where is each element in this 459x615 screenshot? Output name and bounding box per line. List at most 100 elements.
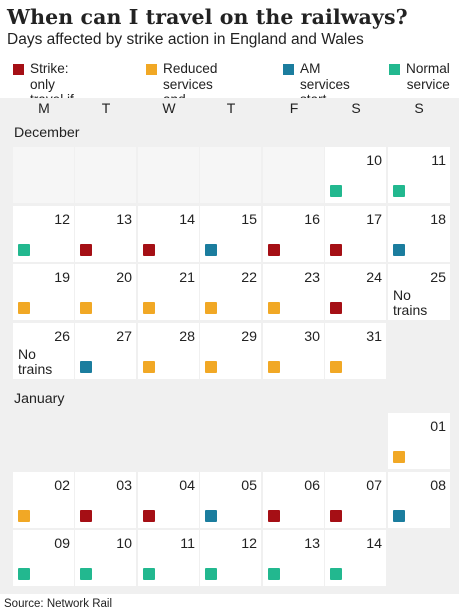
day-number: 30 — [304, 329, 320, 345]
day-number: 12 — [54, 212, 70, 228]
status-marker-normal — [330, 185, 342, 197]
status-marker-normal — [205, 568, 217, 580]
day-number: 01 — [430, 419, 446, 435]
status-marker-reduced — [18, 302, 30, 314]
day-number: 28 — [179, 329, 195, 345]
day-cell: 12 — [13, 206, 74, 262]
day-cell: 11 — [388, 147, 450, 203]
weekday-label: T — [226, 100, 236, 116]
legend-swatch-normal — [389, 64, 400, 75]
status-marker-normal — [143, 568, 155, 580]
day-cell: 14 — [138, 206, 199, 262]
status-marker-strike — [330, 244, 342, 256]
day-number: 31 — [366, 329, 382, 345]
chart-title: When can I travel on the railways? — [7, 5, 408, 29]
month-label-january: January — [14, 391, 65, 407]
empty-day-cell — [75, 147, 136, 203]
status-marker-strike — [143, 244, 155, 256]
weekday-label: S — [351, 100, 361, 116]
day-number: 20 — [116, 270, 132, 286]
day-cell: 01 — [388, 413, 450, 469]
day-number: 27 — [116, 329, 132, 345]
day-number: 14 — [179, 212, 195, 228]
status-marker-strike — [330, 302, 342, 314]
day-cell: 09 — [13, 530, 74, 586]
day-cell: 12 — [200, 530, 261, 586]
day-number: 17 — [366, 212, 382, 228]
status-marker-normal — [80, 568, 92, 580]
status-marker-reduced — [205, 361, 217, 373]
day-cell: 16 — [263, 206, 324, 262]
legend-label-normal: Normal service — [406, 61, 450, 92]
day-cell: 06 — [263, 472, 324, 528]
source-note: Source: Network Rail — [4, 598, 113, 610]
day-cell: 13 — [75, 206, 136, 262]
day-cell: 02 — [13, 472, 74, 528]
day-number: 24 — [366, 270, 382, 286]
day-number: 06 — [304, 478, 320, 494]
weekday-label: M — [38, 100, 50, 116]
empty-day-cell — [13, 147, 74, 203]
status-marker-normal — [18, 244, 30, 256]
weekday-label: F — [289, 100, 299, 116]
day-number: 26 — [54, 329, 70, 345]
status-marker-reduced — [143, 302, 155, 314]
day-number: 25 — [430, 270, 446, 286]
status-marker-reduced — [393, 451, 405, 463]
status-marker-am-later — [80, 361, 92, 373]
day-note: No trains — [18, 346, 53, 377]
day-number: 29 — [241, 329, 257, 345]
day-cell: 03 — [75, 472, 136, 528]
weekday-label: W — [162, 100, 176, 116]
status-marker-reduced — [143, 361, 155, 373]
day-cell: 11 — [138, 530, 199, 586]
day-cell: 28 — [138, 323, 199, 379]
day-cell: 17 — [325, 206, 386, 262]
day-number: 16 — [304, 212, 320, 228]
calendar-grid: December 10 11 12 13 14 15 16 17 18 19 20 21 22 23 24 25… — [0, 119, 459, 593]
day-number: 02 — [54, 478, 70, 494]
day-number: 13 — [116, 212, 132, 228]
day-cell: 13 — [263, 530, 324, 586]
empty-day-cell — [138, 147, 199, 203]
status-marker-normal — [18, 568, 30, 580]
status-marker-reduced — [80, 302, 92, 314]
day-cell: 15 — [200, 206, 261, 262]
day-number: 10 — [116, 536, 132, 552]
day-cell: 29 — [200, 323, 261, 379]
day-cell: 23 — [263, 264, 324, 320]
day-number: 10 — [366, 153, 382, 169]
day-cell: 20 — [75, 264, 136, 320]
day-cell: 26 No trains — [13, 323, 74, 379]
status-marker-strike — [268, 244, 280, 256]
day-cell: 04 — [138, 472, 199, 528]
status-marker-reduced — [268, 302, 280, 314]
status-marker-strike — [330, 510, 342, 522]
day-cell: 31 — [325, 323, 386, 379]
day-number: 03 — [116, 478, 132, 494]
empty-day-cell — [200, 147, 261, 203]
day-cell: 30 — [263, 323, 324, 379]
legend-swatch-reduced — [146, 64, 157, 75]
weekday-header: M T W T F S S — [0, 98, 459, 119]
status-marker-strike — [80, 244, 92, 256]
status-marker-reduced — [330, 361, 342, 373]
day-number: 13 — [304, 536, 320, 552]
day-number: 05 — [241, 478, 257, 494]
status-marker-am-later — [393, 510, 405, 522]
day-cell: 19 — [13, 264, 74, 320]
day-cell: 18 — [388, 206, 450, 262]
day-note: No trains — [393, 287, 428, 318]
day-cell: 22 — [200, 264, 261, 320]
day-cell: 08 — [388, 472, 450, 528]
day-number: 11 — [180, 536, 195, 552]
status-marker-normal — [268, 568, 280, 580]
day-cell: 05 — [200, 472, 261, 528]
day-cell: 14 — [325, 530, 386, 586]
day-number: 14 — [366, 536, 382, 552]
weekday-label: S — [414, 100, 424, 116]
status-marker-normal — [330, 568, 342, 580]
status-marker-normal — [393, 185, 405, 197]
divider — [0, 593, 459, 594]
day-number: 22 — [241, 270, 257, 286]
